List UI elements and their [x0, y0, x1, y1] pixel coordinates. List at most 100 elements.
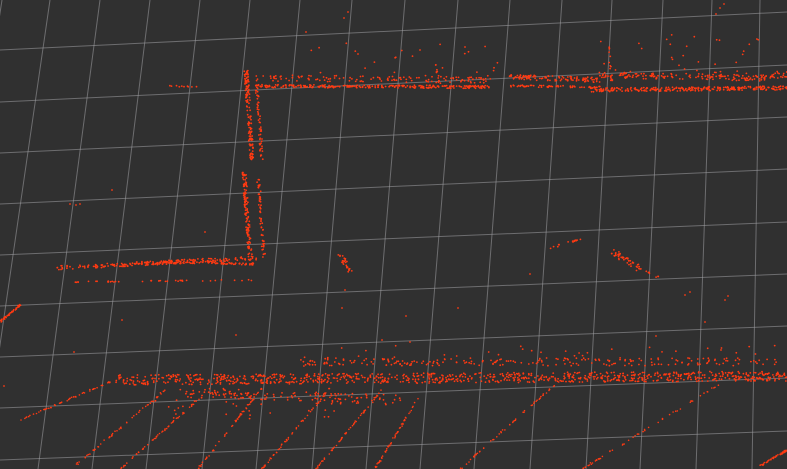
scan-point — [619, 72, 622, 75]
scan-point — [622, 443, 624, 446]
scan-point — [507, 376, 510, 379]
scan-point — [312, 407, 314, 409]
scan-point — [718, 378, 721, 380]
scan-point — [259, 206, 261, 209]
scan-point — [465, 361, 468, 364]
scan-point — [346, 84, 349, 87]
scan-point — [130, 379, 133, 382]
scan-point — [594, 88, 597, 91]
scan-point — [361, 376, 364, 379]
scan-point — [298, 76, 300, 79]
scan-point — [654, 89, 657, 92]
scan-point — [364, 409, 367, 411]
scan-point — [120, 376, 122, 379]
scan-point — [715, 71, 717, 74]
scan-point — [430, 372, 433, 375]
scan-point — [371, 85, 374, 88]
scan-point — [317, 467, 319, 469]
scan-point — [128, 383, 131, 385]
scan-point — [737, 375, 740, 378]
scan-point — [724, 376, 727, 379]
scan-point — [564, 363, 566, 365]
scan-point — [417, 378, 420, 380]
scan-point — [659, 89, 662, 91]
scan-point — [432, 360, 435, 363]
scan-point — [530, 372, 533, 375]
scan-point — [261, 158, 264, 161]
scan-point — [723, 3, 725, 5]
scan-point — [248, 403, 251, 406]
scan-point — [676, 410, 679, 412]
scan-point — [435, 64, 437, 66]
scan-point — [619, 372, 622, 375]
scan-point — [751, 377, 754, 380]
scan-point — [552, 385, 555, 388]
scan-point — [610, 378, 613, 381]
scan-point — [304, 363, 307, 366]
scan-point — [360, 412, 363, 415]
scan-point — [500, 379, 502, 382]
scan-point — [749, 85, 752, 88]
scan-point — [167, 374, 170, 376]
scan-point — [118, 428, 121, 430]
scan-point — [246, 394, 248, 397]
scan-point — [440, 75, 442, 78]
scan-point — [175, 417, 178, 420]
scan-point — [468, 361, 471, 364]
scan-point — [609, 67, 611, 70]
scan-point — [385, 449, 388, 452]
scan-point — [355, 78, 358, 81]
scan-point — [425, 86, 428, 89]
scan-point — [131, 457, 134, 460]
scan-point — [120, 426, 122, 429]
scan-point — [383, 379, 386, 381]
scan-point — [135, 453, 138, 455]
scan-point — [199, 373, 202, 376]
scan-point — [349, 426, 352, 429]
scan-point — [405, 78, 408, 81]
scan-point — [188, 261, 191, 264]
scan-point — [254, 92, 257, 94]
scan-point — [230, 393, 233, 395]
scan-point — [428, 380, 431, 383]
scan-point — [617, 376, 620, 379]
scan-point — [216, 259, 219, 261]
scan-point — [264, 86, 267, 88]
scan-point — [222, 258, 225, 261]
scan-point — [473, 363, 476, 365]
scan-point — [640, 89, 643, 92]
scan-point — [638, 265, 640, 268]
scan-point — [228, 379, 230, 382]
scan-point — [652, 379, 655, 382]
scan-point — [244, 191, 247, 193]
scan-point — [777, 454, 779, 456]
scan-point — [76, 461, 79, 464]
scan-point — [490, 359, 492, 362]
scan-point — [0, 319, 3, 322]
scan-point — [657, 358, 660, 361]
scan-point — [409, 85, 411, 88]
scan-point — [349, 85, 352, 88]
scan-point — [209, 280, 212, 282]
scan-point — [513, 378, 516, 381]
scan-point — [632, 436, 634, 439]
scan-point — [521, 348, 524, 350]
scan-point — [359, 75, 362, 78]
scan-point — [566, 76, 569, 78]
scan-point — [774, 378, 776, 381]
scan-point — [249, 154, 251, 157]
scan-point — [720, 378, 723, 381]
scan-point — [599, 40, 602, 43]
scan-point — [695, 87, 697, 90]
scan-point — [248, 135, 251, 138]
scan-point — [713, 71, 716, 74]
scan-point — [370, 78, 372, 80]
scan-point — [344, 84, 346, 87]
scan-point — [469, 357, 472, 359]
scan-point — [276, 84, 279, 87]
scan-point — [614, 362, 617, 365]
scan-point — [300, 420, 303, 423]
scan-point — [103, 439, 105, 441]
scan-point — [206, 382, 209, 385]
